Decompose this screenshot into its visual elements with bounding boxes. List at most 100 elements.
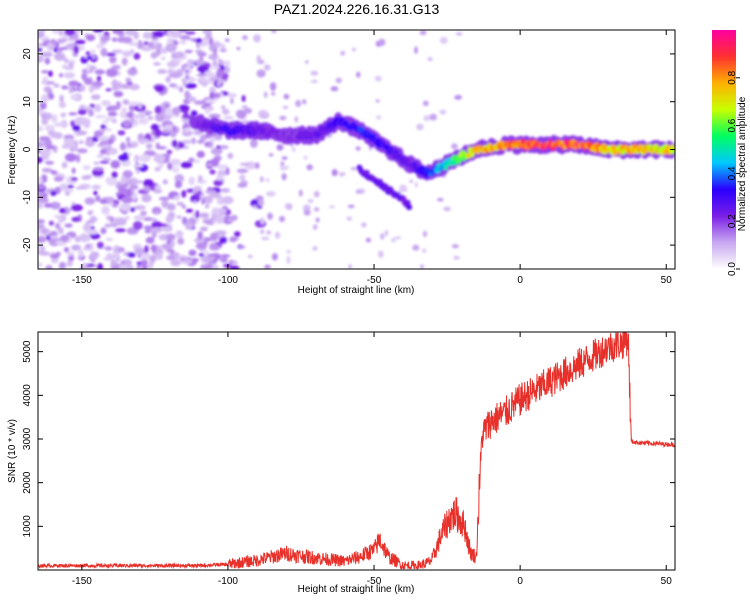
spectrogram-cell	[194, 131, 201, 135]
spectrogram-cell	[43, 76, 48, 84]
colorbar-gradient	[712, 30, 736, 269]
spectrogram-cell	[41, 228, 48, 233]
spectrogram-cell	[137, 204, 144, 209]
spectrogram-cell	[220, 105, 226, 110]
spectrogram-cell	[117, 247, 125, 253]
spectrogram-cell	[70, 94, 81, 100]
spectrogram-cell	[50, 201, 61, 210]
spectrogram-cell	[226, 93, 238, 98]
spectrogram-cell	[161, 199, 169, 209]
spectrogram-cell	[82, 165, 91, 171]
spectrogram-cell	[66, 260, 73, 267]
snr-y-tick-label: 2000	[22, 471, 33, 494]
spectrogram-cell	[414, 46, 418, 54]
spectrogram-cell	[269, 82, 277, 91]
spectrogram-cell	[112, 245, 121, 255]
spectrogram-cell	[195, 38, 203, 44]
spectrogram-cell	[303, 155, 308, 160]
spectrogram-cell	[111, 49, 124, 54]
spectrogram-cell	[267, 212, 273, 220]
spectrogram-cell	[429, 113, 438, 121]
spectrogram-cell	[40, 30, 46, 33]
spectrogram-cell	[211, 93, 221, 98]
spectrogram-cell	[184, 69, 190, 74]
spectrogram-cell	[184, 221, 194, 230]
spectrogram-cell	[129, 185, 139, 190]
spectrogram-cell	[331, 169, 338, 177]
snr-x-axis-label: Height of straight line (km)	[298, 584, 415, 595]
spectrogram-cell	[179, 35, 191, 40]
spectrogram-cell	[149, 255, 157, 263]
spectrogram-cell	[41, 167, 53, 173]
spectrogram-cell	[443, 206, 451, 212]
spectrogram-cell	[419, 30, 427, 36]
spectrogram-cell	[212, 47, 218, 56]
spectrogram-cell	[64, 30, 76, 36]
spectrogram-cell	[88, 109, 94, 117]
spectrogram-cell	[414, 181, 419, 188]
spectrogram-cell	[181, 190, 187, 198]
spectrogram-cell	[75, 186, 87, 190]
spectrogram-cell	[416, 123, 424, 131]
spectrogram-cell	[178, 30, 188, 33]
spectrogram-cell	[97, 241, 104, 249]
spectrogram-cell	[172, 106, 181, 115]
spectrogram-cell	[154, 166, 161, 172]
spectrogram-cell	[100, 36, 111, 42]
spectrogram-cell	[65, 59, 76, 64]
spectrogram-cell	[187, 96, 197, 102]
spectrogram-cell	[142, 217, 154, 221]
spectrogram-cell	[78, 249, 84, 259]
colorbar: 0.0 0.2 0.4 0.6 0.8 Normalized spectral ampl…	[712, 30, 748, 276]
spectrogram-cell	[137, 40, 143, 49]
spectrogram-cell	[100, 227, 107, 235]
spectrogram-cell	[154, 105, 162, 114]
spectrogram-cell	[265, 178, 270, 183]
spectrogram-cell	[51, 114, 58, 123]
spectrogram-cell	[66, 184, 74, 189]
spectrogram-cell	[305, 60, 309, 64]
spectrogram-cell	[263, 91, 268, 98]
spectrogram-cell	[218, 145, 229, 150]
spectrogram-cell	[48, 237, 60, 247]
spectrogram-cell	[150, 123, 160, 131]
spectrogram-cell	[256, 55, 261, 63]
spectrogram-cell	[151, 221, 163, 229]
spectrogram-cell	[157, 42, 163, 50]
spectrogram-cell	[268, 153, 274, 157]
spectrogram-cell	[222, 108, 230, 115]
spectrogram-cell	[44, 139, 53, 146]
spectrogram-cell	[197, 231, 203, 240]
spectrogram-cell	[312, 246, 318, 251]
spectrogram-cell	[125, 77, 132, 83]
spectrogram-cell	[73, 45, 79, 54]
spectrogram-marks	[38, 30, 675, 269]
spectrogram-cell	[375, 115, 382, 120]
spectrogram-cell	[170, 131, 177, 138]
spectrogram-cell	[313, 207, 320, 212]
spectrogram-cell	[260, 217, 265, 225]
spectrogram-cell	[39, 102, 47, 110]
spectrogram-cell	[208, 143, 214, 149]
spectrogram-cell	[133, 31, 139, 40]
spectrogram-cell	[404, 188, 408, 192]
spectrogram-cell	[85, 51, 91, 56]
spectrogram-cell	[254, 162, 260, 169]
spectrogram-cell	[194, 237, 206, 244]
spectrogram-cell	[132, 221, 143, 230]
snr-y-tick-label: 5000	[22, 340, 33, 363]
spectrogram-cell	[64, 153, 77, 162]
spectrogram-cell	[64, 66, 75, 70]
spectrogram-cell	[153, 189, 163, 194]
spectrogram-cell	[174, 180, 182, 189]
spectrogram-cell	[93, 190, 98, 196]
spectrogram-cell	[456, 32, 463, 36]
spectrogram-cell	[57, 227, 64, 234]
spectrogram-cell	[176, 215, 182, 219]
spectrogram-cell	[260, 229, 265, 234]
spectrogram-cell	[213, 179, 223, 187]
spectrogram-cell	[306, 164, 314, 171]
spectrogram-cell	[181, 139, 194, 144]
snr-y-tick-label: 1000	[22, 515, 33, 538]
